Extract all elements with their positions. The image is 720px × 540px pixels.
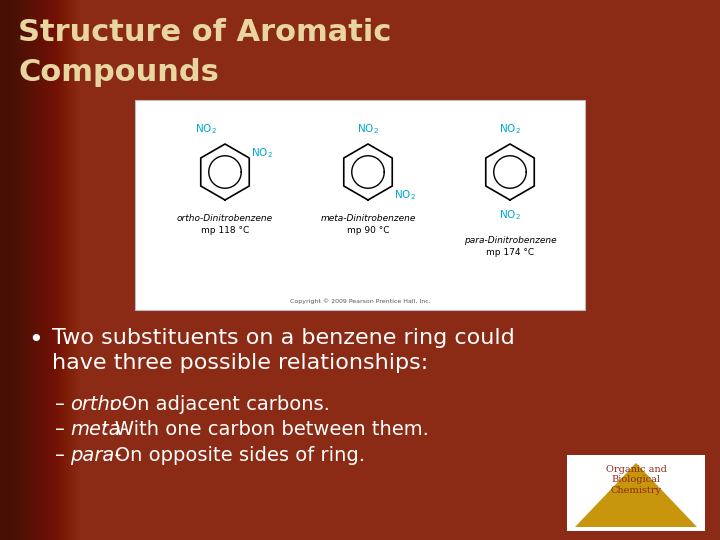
Polygon shape [575,463,697,527]
Text: Copyright © 2009 Pearson Prentice Hall, Inc.: Copyright © 2009 Pearson Prentice Hall, … [289,299,431,304]
Text: mp 90 °C: mp 90 °C [347,226,390,235]
Text: NO$_2$: NO$_2$ [499,208,521,222]
Text: Structure of Aromatic: Structure of Aromatic [18,18,392,47]
Text: •: • [28,328,42,352]
Text: ortho-Dinitrobenzene: ortho-Dinitrobenzene [177,214,273,223]
Text: : On adjacent carbons.: : On adjacent carbons. [109,395,330,414]
Text: NO$_2$: NO$_2$ [499,122,521,136]
Text: mp 174 °C: mp 174 °C [486,248,534,257]
Text: para-: para- [70,446,122,465]
Text: –: – [55,395,65,414]
Text: NO$_2$: NO$_2$ [395,188,416,202]
Text: NO$_2$: NO$_2$ [195,122,217,136]
Text: meta-Dinitrobenzene: meta-Dinitrobenzene [320,214,415,223]
Text: meta-: meta- [70,420,127,439]
Text: NO$_2$: NO$_2$ [357,122,379,136]
FancyBboxPatch shape [135,100,585,310]
Text: : On opposite sides of ring.: : On opposite sides of ring. [102,446,366,465]
Text: –: – [55,420,65,439]
Text: –: – [55,446,65,465]
Text: ortho-: ortho- [70,395,129,414]
Text: mp 118 °C: mp 118 °C [201,226,249,235]
Text: Organic and
Biological
Chemistry: Organic and Biological Chemistry [606,465,667,495]
Text: : With one carbon between them.: : With one carbon between them. [102,420,429,439]
FancyBboxPatch shape [567,455,705,531]
Text: NO$_2$: NO$_2$ [251,146,273,160]
Text: para-Dinitrobenzene: para-Dinitrobenzene [464,236,557,245]
Text: Compounds: Compounds [18,58,219,87]
Text: Two substituents on a benzene ring could
have three possible relationships:: Two substituents on a benzene ring could… [52,328,515,373]
